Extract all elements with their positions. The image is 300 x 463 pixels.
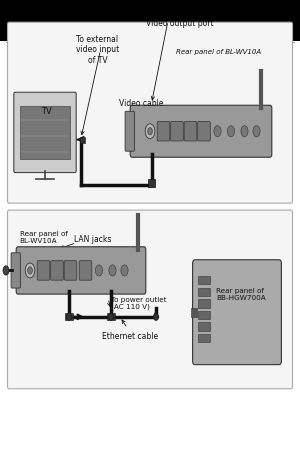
Circle shape: [109, 313, 113, 321]
FancyBboxPatch shape: [125, 112, 134, 152]
Bar: [198, 276, 210, 285]
Text: Video output port: Video output port: [146, 19, 214, 28]
Circle shape: [95, 265, 103, 276]
Bar: [20, 106, 70, 160]
FancyBboxPatch shape: [11, 253, 20, 288]
Circle shape: [25, 263, 35, 278]
Circle shape: [253, 126, 260, 138]
Bar: [65, 313, 73, 320]
Bar: [190, 308, 196, 317]
Circle shape: [121, 265, 128, 276]
Text: Video cable: Video cable: [119, 99, 163, 107]
Circle shape: [28, 267, 32, 275]
FancyBboxPatch shape: [51, 261, 63, 281]
FancyBboxPatch shape: [198, 122, 210, 142]
Bar: [198, 288, 210, 296]
FancyBboxPatch shape: [8, 211, 292, 389]
Circle shape: [3, 266, 9, 275]
Circle shape: [214, 126, 221, 138]
Bar: [198, 311, 210, 319]
FancyBboxPatch shape: [171, 122, 183, 142]
Bar: [198, 300, 210, 308]
Text: LAN jacks: LAN jacks: [74, 234, 111, 243]
Circle shape: [227, 126, 235, 138]
Circle shape: [154, 313, 158, 321]
Bar: [80, 138, 85, 144]
Circle shape: [241, 126, 248, 138]
Text: Rear panel of
BB-HGW700A: Rear panel of BB-HGW700A: [216, 288, 266, 300]
Circle shape: [109, 265, 116, 276]
FancyBboxPatch shape: [64, 261, 77, 281]
FancyBboxPatch shape: [14, 93, 76, 173]
Bar: [198, 323, 210, 331]
Circle shape: [67, 313, 71, 321]
FancyBboxPatch shape: [16, 247, 146, 294]
Bar: [107, 313, 115, 320]
Text: To external
video input
of TV: To external video input of TV: [76, 35, 119, 64]
FancyBboxPatch shape: [193, 260, 281, 365]
FancyBboxPatch shape: [157, 122, 170, 142]
FancyBboxPatch shape: [37, 261, 50, 281]
FancyBboxPatch shape: [184, 122, 197, 142]
Text: Ethernet cable: Ethernet cable: [102, 331, 159, 340]
Bar: [148, 179, 155, 188]
Bar: [0, 0, 300, 42]
Text: TV: TV: [41, 106, 52, 115]
Circle shape: [148, 128, 152, 136]
FancyBboxPatch shape: [79, 261, 92, 281]
FancyBboxPatch shape: [130, 106, 272, 158]
Text: To power outlet
(AC 110 V): To power outlet (AC 110 V): [111, 296, 166, 310]
Text: Rear panel of BL-WV10A: Rear panel of BL-WV10A: [176, 49, 262, 55]
Bar: [198, 334, 210, 343]
Text: Rear panel of
BL-WV10A: Rear panel of BL-WV10A: [20, 230, 68, 243]
Circle shape: [145, 125, 155, 139]
FancyBboxPatch shape: [8, 23, 292, 204]
